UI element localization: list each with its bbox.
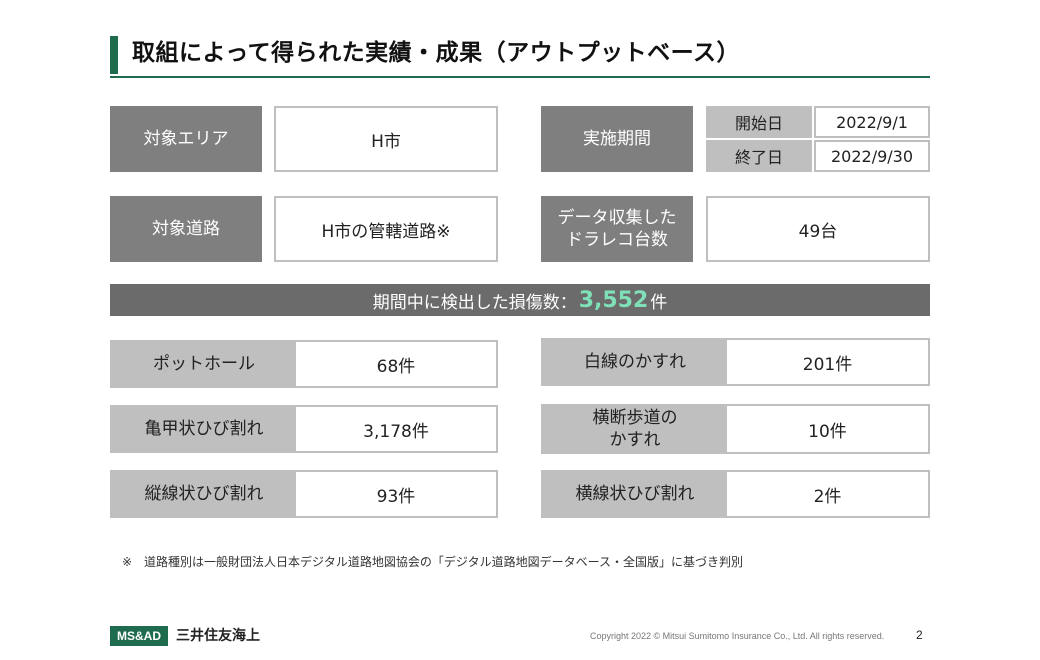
- damage-label-line1: 横断歩道の: [592, 408, 678, 428]
- damage-label: 横線状ひび割れ: [543, 472, 727, 516]
- company-logo: MS&AD: [110, 626, 168, 646]
- road-label: 対象道路: [110, 196, 262, 262]
- area-value: H市: [274, 106, 498, 172]
- area-label: 対象エリア: [110, 106, 262, 172]
- summary-label: 期間中に検出した損傷数：: [372, 292, 577, 313]
- company-name: 三井住友海上: [176, 628, 260, 644]
- title-underline: [110, 76, 930, 78]
- damage-label: 亀甲状ひび割れ: [112, 407, 296, 451]
- damage-label: 縦線状ひび割れ: [112, 472, 296, 516]
- damage-label-line2: かすれ: [609, 430, 661, 450]
- end-date-value: 2022/9/30: [814, 140, 930, 172]
- title-accent-bar: [110, 36, 118, 74]
- start-date-label: 開始日: [706, 106, 812, 138]
- damage-item-pothole: ポットホール 68件: [110, 340, 498, 388]
- damage-label: ポットホール: [112, 342, 296, 386]
- damage-value: 68件: [296, 342, 496, 386]
- recorder-label-line1: データ収集した: [557, 208, 677, 228]
- summary-unit: 件: [650, 292, 668, 313]
- road-value: H市の管轄道路※: [274, 196, 498, 262]
- end-date-label: 終了日: [706, 140, 812, 172]
- damage-item-alligator-crack: 亀甲状ひび割れ 3,178件: [110, 405, 498, 453]
- damage-value: 3,178件: [296, 407, 496, 451]
- damage-item-white-line-fade: 白線のかすれ 201件: [541, 338, 930, 386]
- copyright-text: Copyright 2022 © Mitsui Sumitomo Insuran…: [590, 631, 885, 641]
- damage-value: 93件: [296, 472, 496, 516]
- period-label: 実施期間: [541, 106, 693, 172]
- page-number: 2: [916, 628, 923, 642]
- damage-value: 201件: [727, 340, 928, 384]
- damage-label: 白線のかすれ: [543, 340, 727, 384]
- summary-count: 3,552: [578, 287, 649, 313]
- damage-item-transverse-crack: 横線状ひび割れ 2件: [541, 470, 930, 518]
- damage-value: 10件: [727, 406, 928, 452]
- recorder-label-line2: ドラレコ台数: [566, 230, 668, 250]
- damage-item-longitudinal-crack: 縦線状ひび割れ 93件: [110, 470, 498, 518]
- start-date-value: 2022/9/1: [814, 106, 930, 138]
- page-title: 取組によって得られた実績・成果（アウトプットベース）: [132, 40, 741, 66]
- footnote: ※ 道路種別は一般財団法人日本デジタル道路地図協会の「デジタル道路地図データベー…: [122, 555, 743, 569]
- damage-value: 2件: [727, 472, 928, 516]
- damage-label: 横断歩道の かすれ: [543, 406, 727, 452]
- recorder-count-value: 49台: [706, 196, 930, 262]
- recorder-count-label: データ収集した ドラレコ台数: [541, 196, 693, 262]
- damage-summary-bar: 期間中に検出した損傷数： 3,552 件: [110, 284, 930, 316]
- damage-item-crosswalk-fade: 横断歩道の かすれ 10件: [541, 404, 930, 454]
